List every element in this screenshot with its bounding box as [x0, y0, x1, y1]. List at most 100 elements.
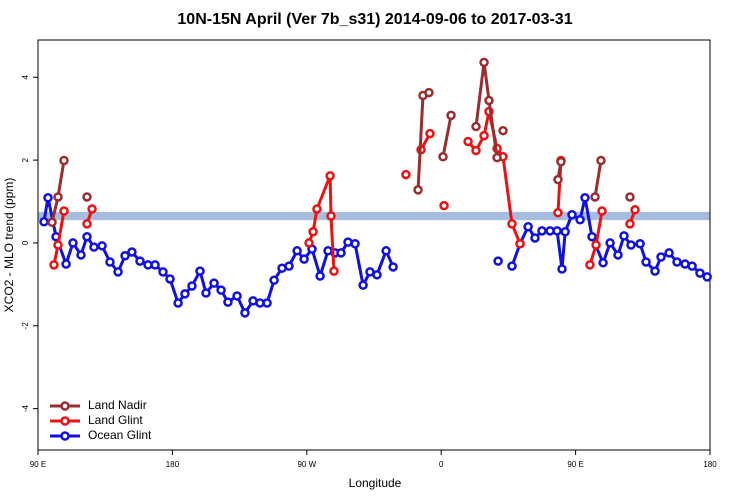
data-point	[537, 226, 547, 236]
data-point	[656, 252, 666, 262]
data-point	[650, 266, 660, 276]
data-point	[165, 274, 175, 284]
data-point	[127, 247, 137, 257]
data-point	[587, 231, 597, 242]
data-point	[553, 207, 563, 218]
data-point	[180, 289, 190, 299]
data-point	[308, 226, 318, 237]
data-point	[350, 239, 360, 249]
data-point	[605, 238, 615, 248]
data-point	[672, 257, 682, 267]
data-point	[49, 260, 59, 270]
data-point	[173, 298, 183, 308]
data-point	[641, 257, 651, 267]
x-axis-label: Longitude	[349, 476, 402, 490]
data-point	[223, 297, 233, 307]
data-point	[580, 193, 590, 203]
chart-title: 10N-15N April (Ver 7b_s31) 2014-09-06 to…	[177, 11, 572, 28]
data-point	[53, 240, 63, 250]
data-point	[372, 270, 382, 280]
data-point	[630, 205, 640, 215]
data-point	[59, 155, 69, 166]
data-point	[557, 264, 567, 274]
data-point	[498, 125, 508, 136]
data-point	[552, 226, 562, 236]
data-point	[68, 238, 78, 248]
data-point	[135, 256, 145, 266]
data-point	[315, 271, 325, 281]
y-tick-label: -4	[21, 404, 30, 412]
data-point	[530, 233, 540, 243]
data-point	[625, 192, 635, 202]
y-tick-label: 2	[21, 157, 30, 162]
data-point	[484, 95, 494, 106]
data-point	[381, 246, 391, 256]
data-point	[187, 281, 197, 291]
data-point	[329, 266, 339, 276]
y-axis-label: XCO2 - MLO trend (ppm)	[2, 178, 16, 313]
data-point	[425, 128, 435, 139]
data-point	[590, 192, 600, 202]
data-point	[150, 260, 160, 270]
data-point	[446, 110, 456, 121]
x-tick-label: 90 E	[30, 460, 46, 469]
x-tick-label: 180	[703, 460, 717, 469]
data-point	[76, 250, 86, 260]
data-point	[82, 231, 92, 242]
data-point	[216, 285, 226, 295]
data-point	[105, 257, 115, 267]
data-point	[158, 267, 168, 277]
data-point	[598, 258, 608, 268]
data-point	[326, 211, 336, 221]
data-point	[413, 185, 423, 195]
data-point	[635, 239, 645, 249]
data-point	[59, 206, 69, 216]
data-point	[664, 248, 674, 258]
legend-marker	[60, 431, 70, 441]
data-point	[575, 214, 585, 225]
data-point	[97, 241, 107, 251]
legend-marker	[60, 401, 70, 411]
data-point	[493, 256, 503, 266]
data-point	[597, 206, 607, 216]
data-point	[613, 250, 623, 260]
data-point	[292, 246, 302, 256]
data-point	[438, 152, 448, 162]
data-point	[560, 226, 570, 237]
data-point	[43, 193, 53, 203]
data-point	[596, 155, 606, 166]
data-point	[299, 254, 309, 264]
data-point	[479, 57, 489, 68]
plot-frame	[37, 39, 711, 451]
data-point	[585, 260, 595, 270]
legend-label: Land Nadir	[88, 398, 147, 412]
data-point	[120, 251, 130, 261]
data-point	[471, 121, 481, 132]
data-point	[591, 240, 601, 250]
data-point	[439, 200, 449, 211]
y-tick-label: -2	[21, 322, 30, 330]
x-tick-label: 0	[439, 460, 444, 469]
legend-label: Land Glint	[88, 413, 143, 427]
x-tick-label: 90 W	[297, 460, 316, 469]
data-point	[471, 145, 481, 156]
data-point	[113, 267, 123, 277]
data-point	[619, 231, 629, 241]
data-point	[702, 272, 712, 282]
data-point	[89, 242, 99, 252]
data-point	[463, 136, 473, 147]
data-point	[507, 261, 517, 271]
data-point	[284, 261, 294, 271]
x-tick-label: 90 E	[567, 460, 583, 469]
y-tick-label: 4	[21, 74, 30, 79]
data-point	[201, 288, 211, 298]
data-point	[358, 280, 368, 290]
data-point	[687, 261, 697, 271]
data-point	[47, 217, 57, 227]
data-point	[269, 275, 279, 285]
data-point	[61, 259, 71, 269]
y-tick-label: 0	[21, 240, 30, 245]
data-point	[53, 192, 63, 202]
